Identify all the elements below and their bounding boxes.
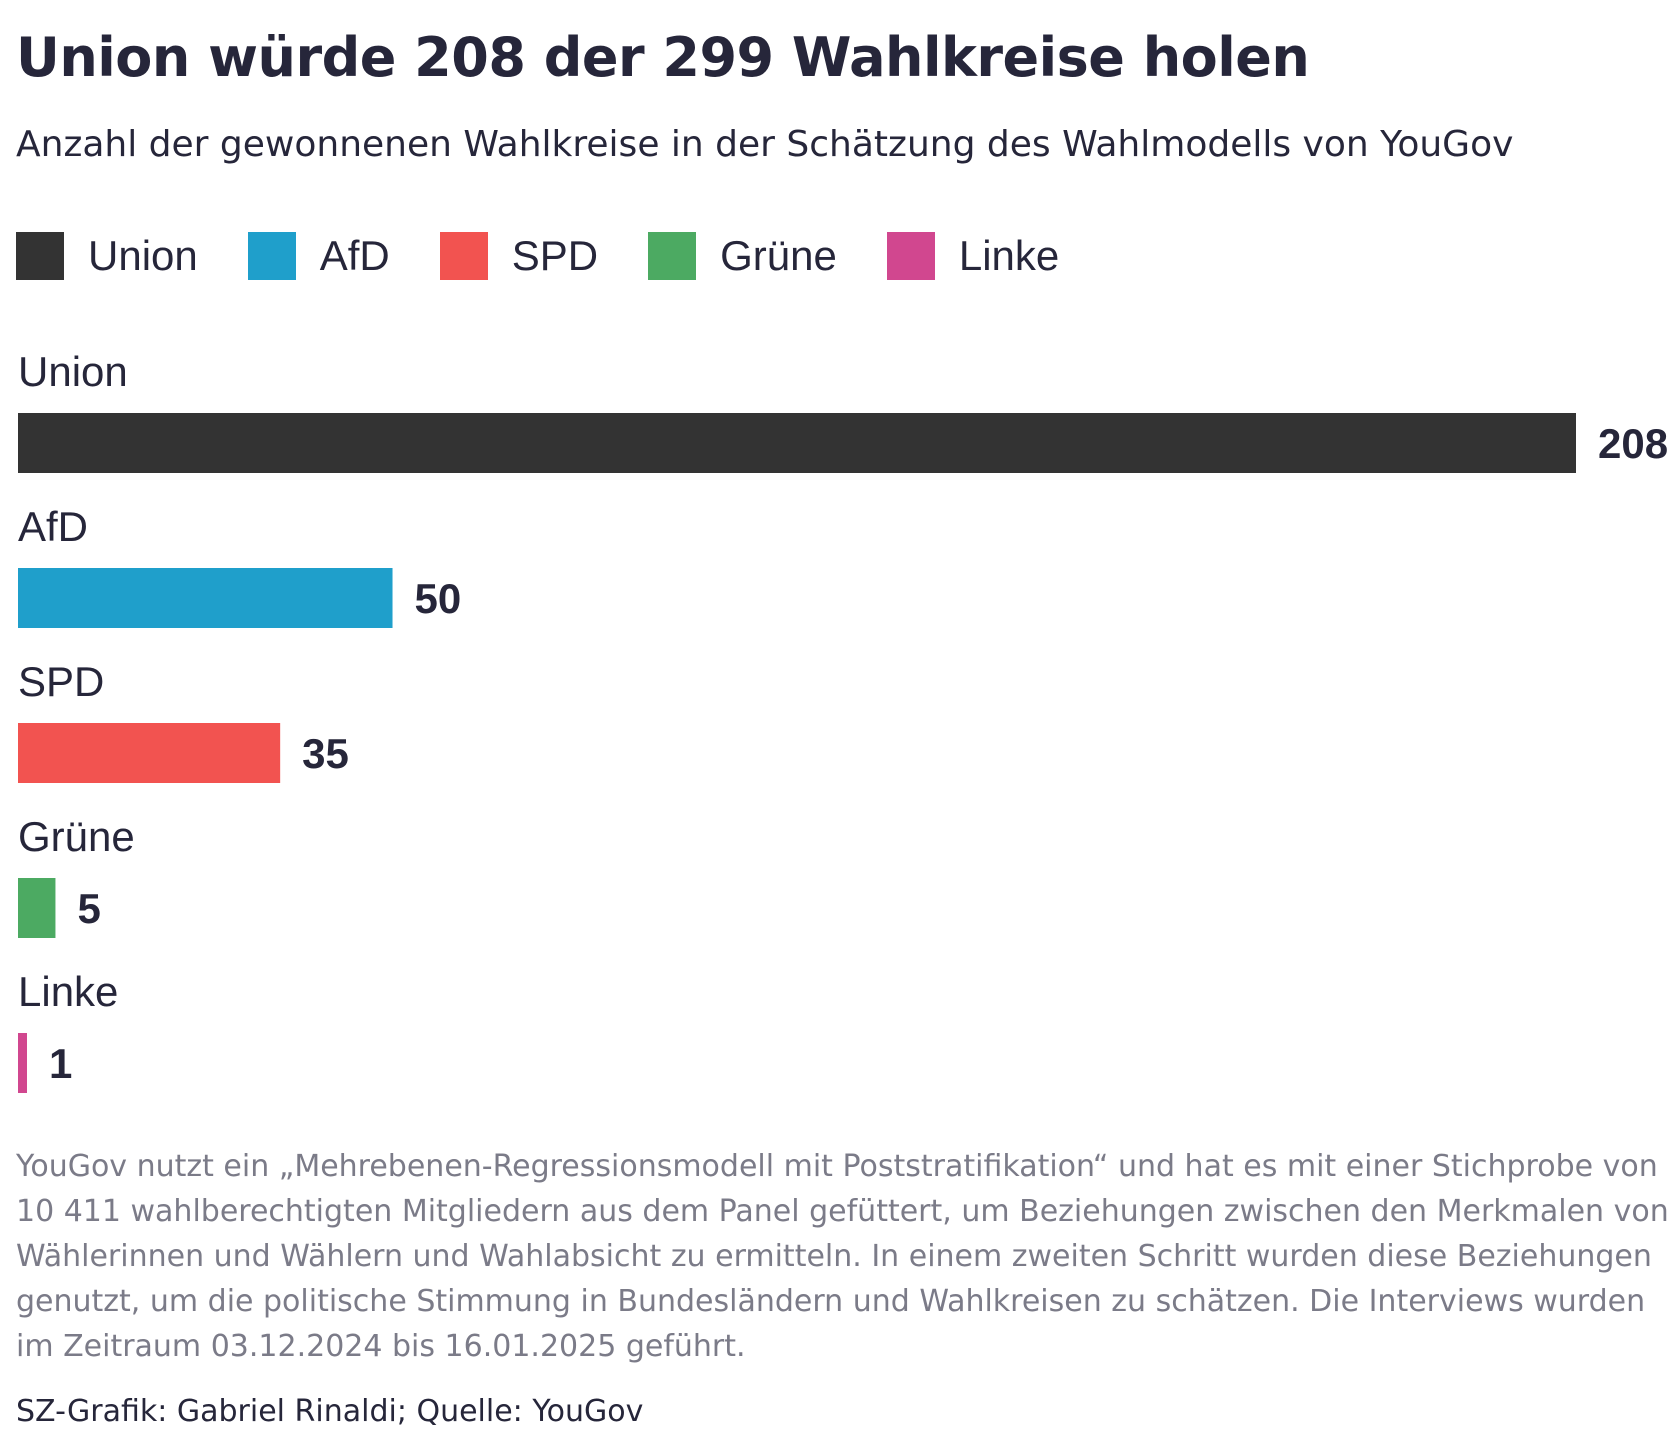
legend-item: Union <box>16 232 198 280</box>
chart-title: Union würde 208 der 299 Wahlkreise holen <box>16 26 1310 89</box>
category-label: Union <box>18 348 128 395</box>
legend-swatch <box>16 232 64 280</box>
legend: Union AfD SPD Grüne Linke <box>16 232 1109 280</box>
legend-label: Union <box>88 232 198 279</box>
legend-swatch <box>247 232 296 280</box>
legend-item: AfD <box>247 232 390 280</box>
bar-spd <box>18 723 281 783</box>
bar-union <box>18 413 1576 473</box>
legend-swatch <box>648 232 697 280</box>
legend-label: Grüne <box>720 232 837 279</box>
category-label: AfD <box>18 503 88 550</box>
value-label: 1 <box>49 1040 72 1087</box>
category-label: SPD <box>18 658 104 705</box>
value-label: 35 <box>302 730 349 777</box>
source-credit: SZ-Grafik: Gabriel Rinaldi; Quelle: YouG… <box>16 1394 644 1429</box>
value-label: 208 <box>1598 420 1668 467</box>
category-label: Grüne <box>18 813 135 860</box>
methodology-note: YouGov nutzt ein „Mehrebenen-Regressions… <box>16 1149 1669 1364</box>
legend-item: Linke <box>886 232 1060 280</box>
legend-item: Grüne <box>648 232 837 280</box>
value-label: 5 <box>77 885 100 932</box>
legend-swatch <box>439 232 488 280</box>
legend-swatch <box>886 232 935 280</box>
value-label: 50 <box>415 575 462 622</box>
bar-grüne <box>18 878 56 938</box>
chart-subtitle: Anzahl der gewonnenen Wahlkreise in der … <box>16 124 1514 165</box>
bar-linke <box>18 1033 27 1093</box>
category-label: Linke <box>18 968 118 1015</box>
legend-label: SPD <box>511 232 599 279</box>
legend-item: SPD <box>439 232 599 280</box>
legend-label: Linke <box>958 232 1060 279</box>
bar-afd <box>18 568 393 628</box>
legend-label: AfD <box>319 232 390 279</box>
